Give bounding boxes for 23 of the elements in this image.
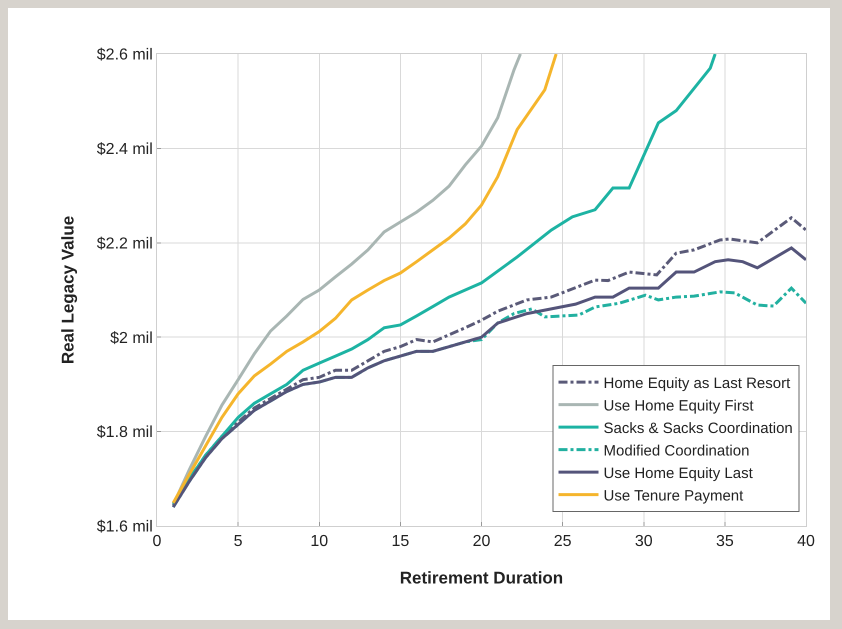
y-tick-label: $2.6 mil xyxy=(96,46,153,64)
y-tick-label: $1.8 mil xyxy=(96,424,153,442)
x-tick-label: 35 xyxy=(716,533,734,550)
x-tick-label: 0 xyxy=(152,533,162,550)
x-tick-label: 15 xyxy=(391,533,410,550)
legend-label: Modified Coordination xyxy=(604,442,750,460)
y-tick-label: $2.4 mil xyxy=(96,141,153,158)
legend-label: Use Home Equity First xyxy=(604,397,754,414)
legend-label: Home Equity as Last Resort xyxy=(604,374,792,392)
x-tick-label: 10 xyxy=(310,533,328,550)
y-axis-title: Real Legacy Value xyxy=(58,216,78,364)
y-tick-label: $2.2 mil xyxy=(96,235,153,252)
legend-label: Sacks & Sacks Coordination xyxy=(604,420,793,437)
legend-label: Use Home Equity Last xyxy=(604,464,754,482)
x-tick-label: 5 xyxy=(234,533,243,550)
legend-label: Use Tenure Payment xyxy=(604,487,744,504)
x-tick-label: 40 xyxy=(797,533,815,550)
y-tick-label: $2 mil xyxy=(110,330,153,347)
x-axis-title: Retirement Duration xyxy=(400,568,564,588)
x-tick-label: 30 xyxy=(634,533,653,550)
y-tick-label: $1.6 mil xyxy=(96,518,153,536)
x-tick-label: 25 xyxy=(554,533,572,550)
x-tick-label: 20 xyxy=(472,533,490,550)
